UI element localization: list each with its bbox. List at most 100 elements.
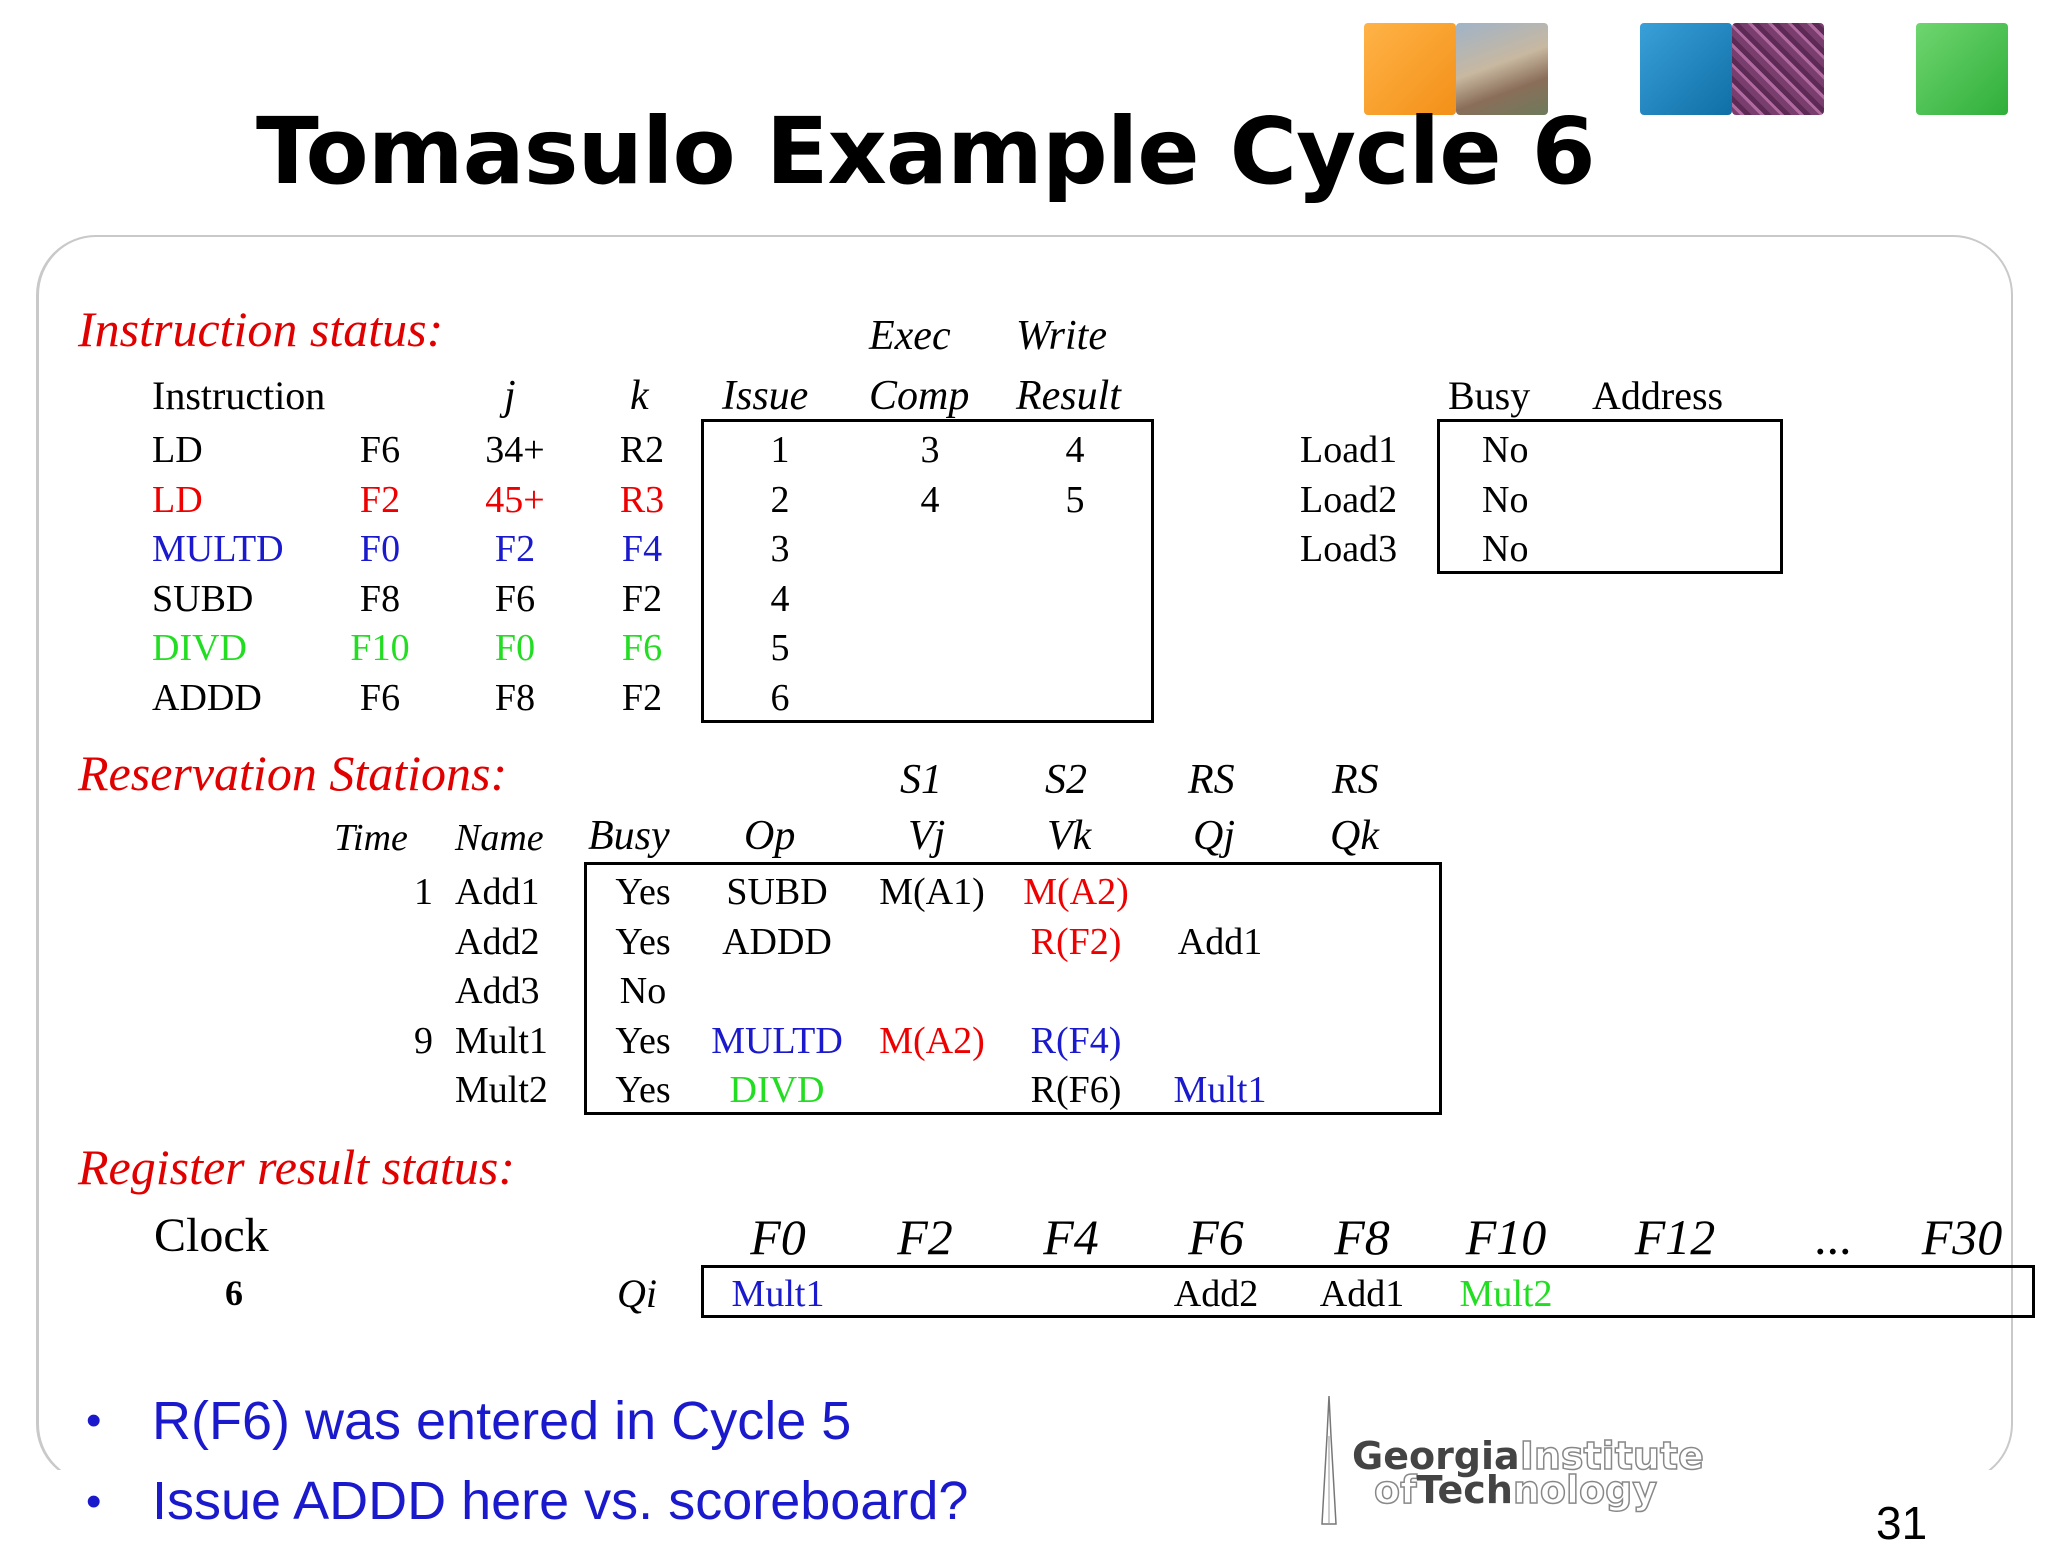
slide-title: Tomasulo Example Cycle 6 [256, 98, 1596, 205]
rs-op: ADDD [722, 920, 832, 963]
s2-header: S2 [1045, 757, 1087, 803]
instruction-dest: F2 [359, 478, 401, 521]
instruction-k: R3 [619, 478, 665, 521]
address-header: Address [1592, 373, 1724, 418]
register-qi-value: Mult1 [731, 1273, 825, 1315]
rs-name: Add1 [455, 871, 540, 913]
bullet-dot-2: • [86, 1477, 102, 1526]
instruction-j: 45+ [485, 478, 545, 521]
instruction-j: F0 [494, 627, 536, 670]
building-photo-tile [1456, 23, 1548, 115]
register-status-box [701, 1265, 2035, 1318]
rs-busy: Yes [615, 920, 671, 963]
load-buffer-box [1437, 419, 1783, 574]
instruction-op: LD [152, 429, 203, 471]
load-buffer-busy: No [1482, 528, 1529, 571]
busy-header: Busy [1448, 373, 1531, 418]
instruction-op: DIVD [152, 627, 247, 670]
circuit-photo-tile [1732, 23, 1824, 115]
register-header: F10 [1465, 1209, 1547, 1265]
load-buffer-name: Load1 [1300, 429, 1398, 471]
rs-busy: Yes [615, 1069, 671, 1112]
instruction-dest: F0 [359, 528, 401, 571]
blue-tile [1640, 23, 1732, 115]
instruction-exec-cycle: 4 [920, 478, 940, 521]
instruction-k: F2 [621, 677, 663, 719]
instruction-j: F6 [494, 577, 536, 620]
rs-vk: R(F6) [1030, 1069, 1122, 1112]
write-header-bottom: Result [1016, 373, 1121, 419]
georgia-tech-logo-line2: ofTechnology [1373, 1467, 1658, 1513]
bullet-text-1: R(F6) was entered in Cycle 5 [152, 1391, 852, 1451]
register-header: F8 [1334, 1209, 1390, 1265]
rs-qk-header-top: RS [1332, 757, 1379, 803]
register-status-heading: Register result status: [78, 1139, 516, 1195]
instruction-op: MULTD [152, 528, 284, 571]
instruction-issue-cycle: 1 [770, 429, 790, 471]
rs-name: Add3 [455, 970, 540, 1013]
georgia-tech-logo: GeorgiaInstitute [1352, 1433, 1705, 1479]
rs-qj-header-top: RS [1188, 757, 1235, 803]
instruction-status-heading: Instruction status: [78, 301, 444, 357]
instruction-dest: F8 [359, 577, 401, 620]
qk-header: Qk [1330, 813, 1379, 859]
register-qi-value: Add1 [1319, 1273, 1405, 1315]
rs-time: 9 [414, 1019, 433, 1062]
exec-header-bottom: Comp [869, 373, 970, 419]
rs-time: 1 [414, 871, 433, 913]
register-header: F0 [750, 1209, 806, 1265]
instruction-op: ADDD [152, 677, 262, 719]
register-header: F6 [1188, 1209, 1244, 1265]
rs-op: MULTD [711, 1019, 843, 1062]
instruction-j: 34+ [485, 429, 545, 471]
time-header: Time [334, 817, 408, 859]
instruction-issue-cycle: 6 [770, 677, 790, 719]
logo-of: of [1373, 1467, 1417, 1513]
register-header: F12 [1634, 1209, 1716, 1265]
instruction-issue-cycle: 3 [770, 528, 790, 571]
bullet-text-2: Issue ADDD here vs. scoreboard? [152, 1471, 969, 1531]
register-header: F30 [1921, 1209, 2003, 1265]
rs-vj: M(A1) [879, 871, 985, 913]
busy-rs-header: Busy [588, 813, 670, 859]
load-buffer-busy: No [1482, 429, 1529, 471]
instruction-j: F2 [494, 528, 536, 571]
rs-vk: R(F2) [1030, 920, 1122, 963]
clock-value: 6 [225, 1273, 243, 1313]
rs-qj: Add1 [1177, 920, 1263, 963]
qj-header: Qj [1193, 813, 1235, 859]
write-header-top: Write [1016, 313, 1107, 359]
rs-name: Mult2 [455, 1069, 548, 1112]
logo-tech: Tech [1416, 1468, 1513, 1512]
k-header: k [630, 373, 649, 419]
load-buffer-name: Load3 [1300, 528, 1398, 571]
instruction-write-cycle: 5 [1065, 478, 1085, 521]
orange-tile [1364, 23, 1456, 115]
register-header: ... [1815, 1209, 1853, 1265]
logo-nology: nology [1512, 1467, 1658, 1513]
rs-busy: No [619, 970, 667, 1013]
vk-header: Vk [1047, 813, 1092, 859]
rs-qj: Mult1 [1173, 1069, 1267, 1112]
instruction-j: F8 [494, 677, 536, 719]
rs-busy: Yes [615, 871, 671, 913]
instruction-dest: F6 [359, 429, 401, 471]
tower-icon [1318, 1395, 1340, 1526]
reservation-stations-heading: Reservation Stations: [78, 745, 508, 801]
register-header: F4 [1043, 1209, 1099, 1265]
qi-label: Qi [617, 1271, 657, 1316]
register-qi-value: Mult2 [1459, 1273, 1553, 1315]
instruction-issue-cycle: 4 [770, 577, 790, 620]
instruction-timing-box [701, 419, 1154, 723]
exec-header-top: Exec [869, 313, 951, 359]
rs-vk: R(F4) [1030, 1019, 1122, 1062]
green-tile [1916, 23, 2008, 115]
instruction-k: R2 [619, 429, 665, 471]
rs-vk: M(A2) [1023, 871, 1129, 913]
logo-georgia: Georgia [1352, 1434, 1520, 1478]
bullet-dot-1: • [86, 1396, 102, 1445]
logo-institute: Institute [1519, 1433, 1705, 1479]
name-header: Name [455, 817, 544, 859]
instruction-op: SUBD [152, 577, 254, 620]
instruction-dest: F10 [350, 627, 410, 670]
